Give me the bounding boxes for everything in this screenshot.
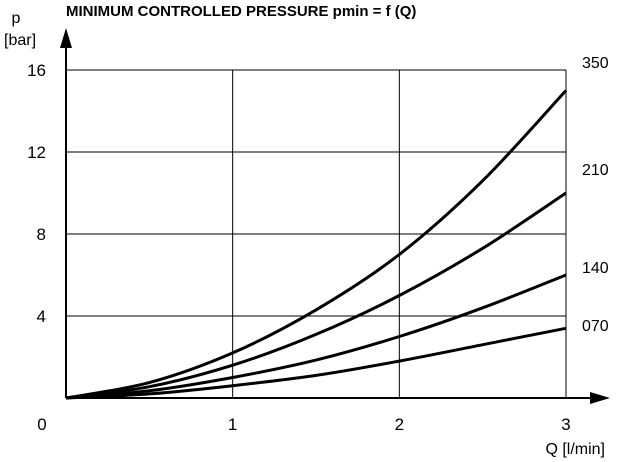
axes-layer	[60, 28, 610, 404]
origin-label: 0	[37, 415, 46, 434]
series-label-210: 210	[582, 162, 609, 179]
x-tick-label: 2	[395, 415, 404, 434]
series-label-350: 350	[582, 55, 609, 72]
y-axis-arrow	[60, 28, 72, 48]
chart-title: MINIMUM CONTROLLED PRESSURE pmin = f (Q)	[66, 3, 416, 20]
x-tick-label: 3	[561, 415, 570, 434]
y-tick-label: 4	[37, 307, 46, 326]
y-axis-label: p	[12, 10, 21, 27]
x-tick-label: 1	[228, 415, 237, 434]
series-layer	[65, 89, 568, 400]
y-tick-label: 12	[27, 143, 46, 162]
series-line-350	[65, 89, 568, 400]
series-line-070	[65, 326, 567, 400]
series-label-140: 140	[582, 260, 609, 277]
x-axis-label: Q [l/min]	[545, 441, 605, 458]
series-line-140	[65, 273, 567, 400]
y-tick-label: 16	[27, 61, 46, 80]
y-axis-unit: [bar]	[4, 32, 36, 49]
grid-layer	[66, 69, 567, 398]
series-line-210	[65, 191, 567, 400]
series-label-070: 070	[582, 318, 609, 335]
series-labels: 350 210 140 070	[582, 55, 609, 335]
x-axis-arrow	[590, 392, 610, 404]
y-tick-label: 8	[37, 225, 46, 244]
